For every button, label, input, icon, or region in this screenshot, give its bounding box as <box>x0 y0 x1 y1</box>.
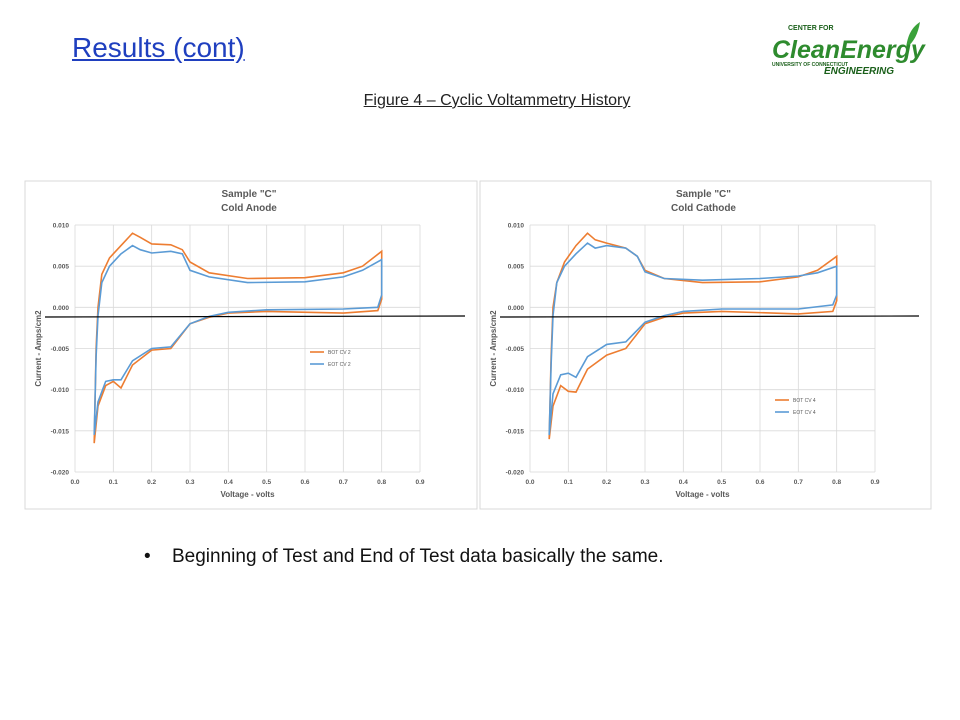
series-line <box>548 232 838 440</box>
x-tick-label: 0.4 <box>224 479 233 486</box>
y-tick-label: -0.010 <box>51 387 70 394</box>
series-line <box>548 242 838 435</box>
y-tick-label: -0.015 <box>51 428 70 435</box>
x-tick-label: 0.7 <box>794 479 803 486</box>
x-tick-label: 0.4 <box>679 479 688 486</box>
x-tick-label: 0.8 <box>377 479 386 486</box>
chart-frame <box>479 180 932 510</box>
slide-title: Results (cont) <box>72 32 245 63</box>
figure-caption: Figure 4 – Cyclic Voltammetry History <box>363 92 631 109</box>
logo-bottom: ENGINEERING <box>824 66 894 77</box>
x-axis-label: Voltage - volts <box>675 490 730 499</box>
reference-line <box>499 315 920 318</box>
y-tick-label: 0.000 <box>508 305 525 312</box>
x-tick-label: 0.6 <box>300 479 309 486</box>
x-tick-label: 0.3 <box>185 479 194 486</box>
x-tick-label: 0.2 <box>147 479 156 486</box>
y-tick-label: -0.020 <box>506 470 525 477</box>
x-tick-label: 0.9 <box>870 479 879 486</box>
bullet-text: Beginning of Test and End of Test data b… <box>172 546 664 567</box>
logo-top: CENTER FOR <box>788 25 834 32</box>
y-tick-label: 0.005 <box>508 264 525 271</box>
legend-label: EOT CV 2 <box>328 362 351 368</box>
legend-label: EOT CV 4 <box>793 410 816 416</box>
y-tick-label: -0.005 <box>51 346 70 353</box>
x-tick-label: 0.2 <box>602 479 611 486</box>
series-line <box>93 244 383 435</box>
x-tick-label: 0.5 <box>262 479 271 486</box>
reference-line <box>44 315 466 318</box>
x-tick-label: 0.1 <box>564 479 573 486</box>
x-tick-label: 0.3 <box>640 479 649 486</box>
chart-frame <box>24 180 478 510</box>
x-tick-label: 0.8 <box>832 479 841 486</box>
legend-label: BOT CV 4 <box>793 398 816 404</box>
y-axis-label: Current - Amps/cm2 <box>34 310 43 387</box>
x-tick-label: 0.5 <box>717 479 726 486</box>
logo-university: UNIVERSITY OF CONNECTICUT <box>772 62 848 68</box>
y-tick-label: -0.010 <box>506 387 525 394</box>
chart-title: Sample "C" <box>676 189 731 200</box>
y-tick-label: 0.000 <box>53 305 70 312</box>
y-tick-label: -0.005 <box>506 346 525 353</box>
y-tick-label: -0.015 <box>506 428 525 435</box>
y-tick-label: 0.010 <box>53 223 70 230</box>
chart-subtitle: Cold Cathode <box>671 203 736 214</box>
x-tick-label: 0.0 <box>70 479 79 486</box>
x-tick-label: 0.6 <box>755 479 764 486</box>
x-tick-label: 0.0 <box>525 479 534 486</box>
leaf <box>906 22 920 48</box>
y-tick-label: 0.005 <box>53 264 70 271</box>
legend-label: BOT CV 2 <box>328 350 351 356</box>
y-axis-label: Current - Amps/cm2 <box>489 310 498 387</box>
logo: CENTER FOR CleanEnergy UNIVERSITY OF CON… <box>772 22 926 77</box>
logo-main: CleanEnergy <box>772 36 926 64</box>
y-tick-label: 0.010 <box>508 223 525 230</box>
series-line <box>93 232 383 444</box>
bullet: Beginning of Test and End of Test data b… <box>144 546 664 568</box>
x-tick-label: 0.1 <box>109 479 118 486</box>
y-tick-label: -0.020 <box>51 470 70 477</box>
chart-subtitle: Cold Anode <box>221 203 277 214</box>
x-tick-label: 0.9 <box>415 479 424 486</box>
chart-title: Sample "C" <box>221 189 276 200</box>
x-axis-label: Voltage - volts <box>220 490 275 499</box>
x-tick-label: 0.7 <box>339 479 348 486</box>
